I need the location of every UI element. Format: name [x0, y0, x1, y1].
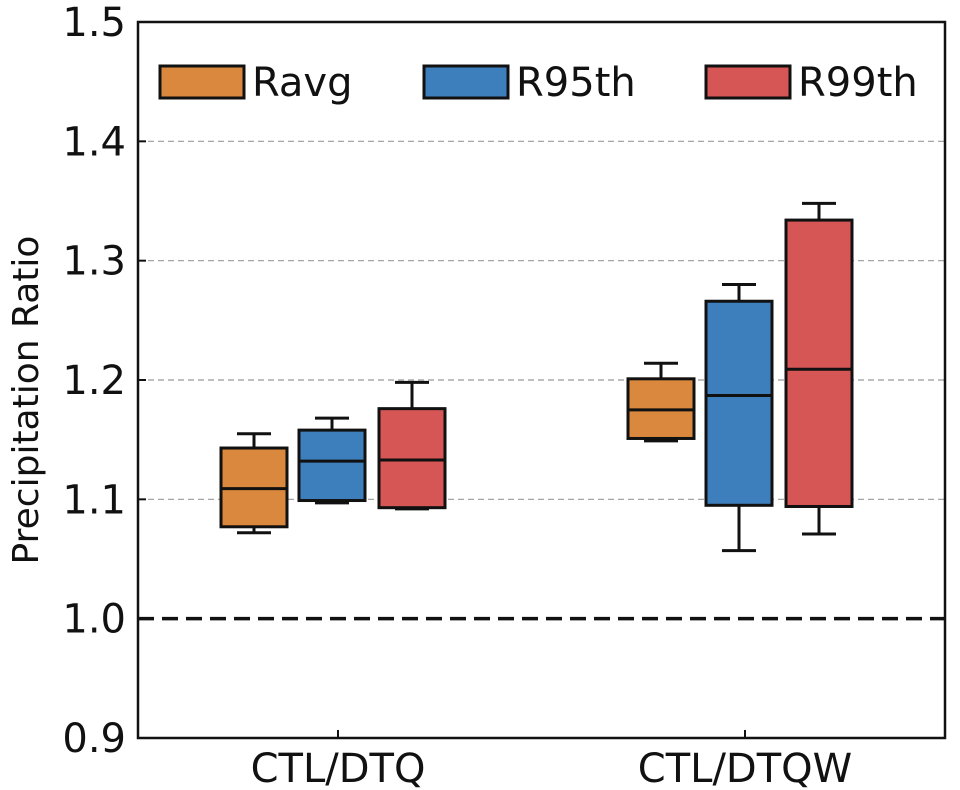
box-body — [377, 407, 447, 510]
x-axis-ticks: CTL/DTQ CTL/DTQW — [251, 730, 852, 790]
y-tick-label: 1.5 — [62, 0, 126, 46]
legend: Ravg R95th R99th — [158, 60, 918, 106]
box-r95th-1 — [297, 416, 367, 505]
box-body — [784, 218, 854, 508]
box-r99th-1 — [377, 380, 447, 511]
box-r99th-2 — [784, 201, 854, 536]
y-tick-label: 1.2 — [62, 358, 126, 404]
box-r95th-2 — [704, 283, 774, 553]
y-tick-label: 1.0 — [62, 597, 126, 643]
y-axis-ticks: 0.9 1.0 1.1 1.2 1.3 1.4 1.5 — [62, 0, 146, 762]
legend-label-r95th: R95th — [516, 60, 636, 106]
y-tick-label: 0.9 — [62, 716, 126, 762]
box-ravg-1 — [219, 432, 289, 535]
x-tick-label: CTL/DTQW — [638, 746, 852, 790]
y-axis-label: Precipitation Ratio — [6, 236, 47, 565]
y-tick-label: 1.1 — [62, 477, 126, 523]
legend-swatch-r95th — [422, 64, 510, 100]
y-tick-label: 1.4 — [62, 119, 126, 165]
y-tick-label: 1.3 — [62, 239, 126, 285]
box-body — [297, 428, 367, 503]
box-ravg-2 — [626, 361, 696, 443]
box-series — [219, 201, 854, 553]
legend-swatch-ravg — [158, 64, 246, 100]
box-body — [704, 299, 774, 507]
legend-label-r99th: R99th — [798, 60, 918, 106]
x-tick-label: CTL/DTQ — [251, 746, 426, 790]
legend-label-ravg: Ravg — [252, 60, 353, 106]
legend-swatch-r99th — [704, 64, 792, 100]
